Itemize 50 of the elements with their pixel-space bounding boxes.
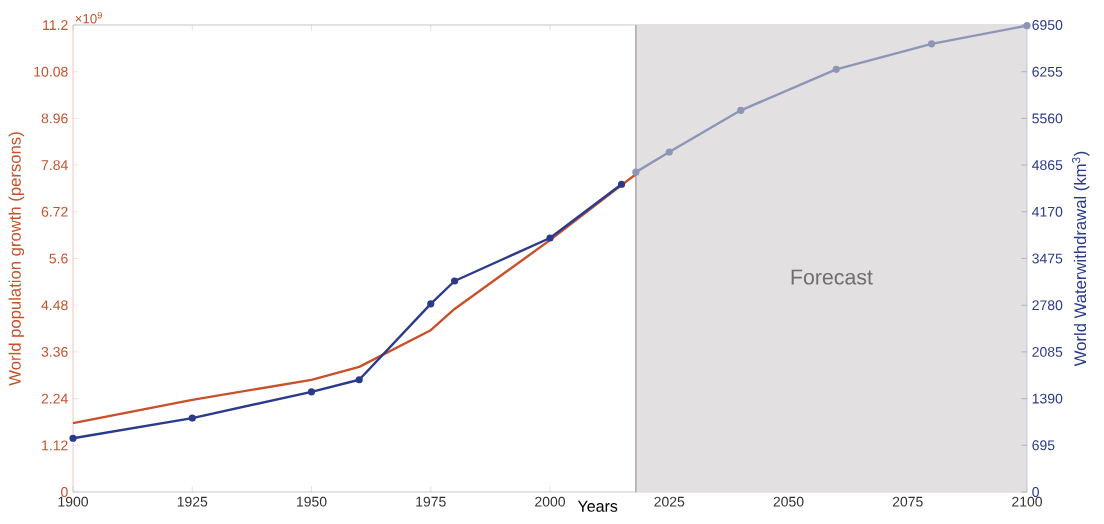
- y2-tick-label: 3475: [1032, 253, 1063, 264]
- y2-tick-label: 0: [1032, 487, 1039, 497]
- point: [69, 434, 77, 442]
- y-tick-label: 5.6: [49, 253, 68, 264]
- y-tick-label: 0: [61, 487, 68, 497]
- text: ×10$^{9}$: [75, 11, 102, 24]
- point: [355, 376, 363, 384]
- x-tick-label: 1950: [297, 496, 327, 507]
- band-label: Forecast: [791, 269, 873, 285]
- y2-tick-label: 1390: [1032, 393, 1063, 404]
- y2-tick-label: 5560: [1032, 113, 1063, 124]
- point: [188, 414, 196, 422]
- x-tick-label: 1975: [416, 496, 446, 507]
- point: [427, 300, 435, 308]
- x-tick-label: 2000: [535, 496, 566, 507]
- point: [632, 168, 640, 176]
- x-tick-label: 2100: [1012, 496, 1043, 507]
- y-tick-label: 7.84: [41, 160, 68, 171]
- point: [1023, 22, 1031, 30]
- y2-axis-title: World Waterwithdrawal (km$^{3}$): [1072, 151, 1090, 367]
- x-tick-label: 2075: [892, 496, 923, 507]
- y2-tick-label: 2780: [1032, 300, 1063, 311]
- point: [737, 106, 745, 114]
- y2-tick-label: 2085: [1032, 346, 1063, 357]
- y-tick-label: 3.36: [41, 346, 68, 357]
- y-tick-label: 4.48: [41, 300, 68, 311]
- x-axis-title: Years: [577, 500, 618, 512]
- x-tick-label: 2025: [654, 496, 685, 507]
- y-tick-label: 6.72: [41, 206, 68, 217]
- point: [617, 180, 626, 188]
- x-tick-label: 2050: [773, 496, 804, 507]
- point: [665, 148, 673, 156]
- y-tick-label: 8.96: [41, 113, 68, 124]
- y2-tick-label: 695: [1032, 440, 1055, 451]
- y2-tick-label: 6950: [1032, 20, 1063, 30]
- x-tick-label: 1900: [58, 496, 89, 507]
- point: [832, 65, 840, 73]
- x-tick-label: 1925: [177, 496, 208, 507]
- y-axis-title: World population growth (persons): [8, 132, 25, 386]
- point: [928, 40, 936, 48]
- y-tick-label: 10.08: [34, 66, 68, 77]
- y2-tick-label: 4170: [1032, 206, 1063, 217]
- point: [546, 234, 554, 242]
- point: [307, 388, 316, 396]
- y-tick-label: 11.2: [43, 20, 68, 30]
- y-tick-label: 1.12: [42, 440, 68, 451]
- y2-tick-label: 4865: [1032, 160, 1063, 171]
- y2-tick-label: 6255: [1032, 66, 1063, 77]
- y-tick-label: 2.24: [41, 393, 68, 404]
- point: [451, 277, 459, 285]
